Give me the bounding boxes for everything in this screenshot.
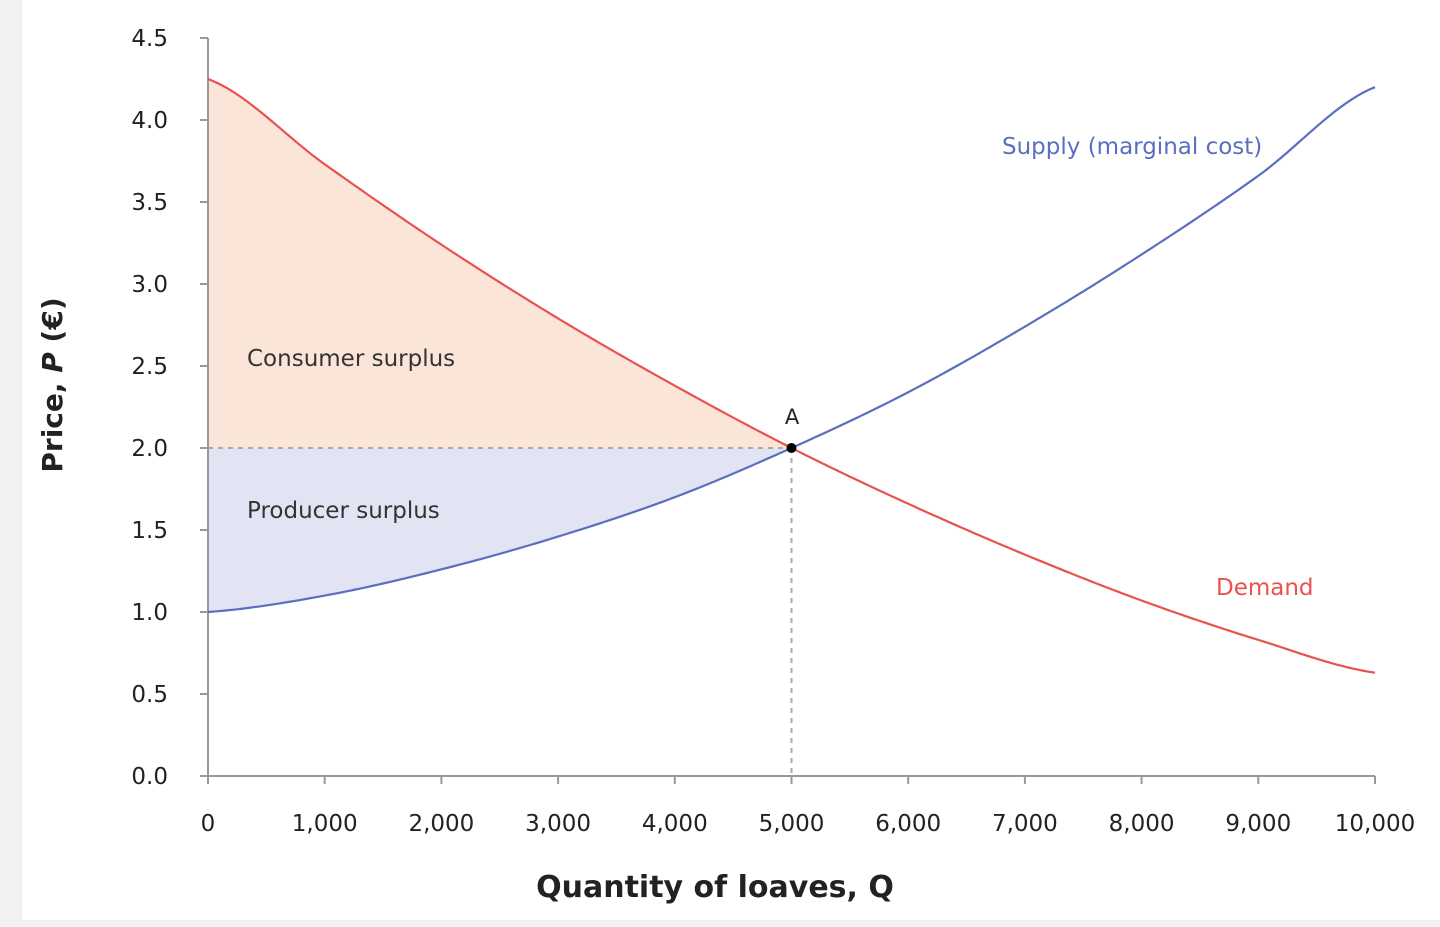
- producer-surplus-label: Producer surplus: [247, 498, 440, 524]
- y-tick-label: 4.5: [131, 26, 168, 52]
- x-tick-label: 0: [201, 811, 216, 837]
- y-tick-label: 2.5: [131, 354, 168, 380]
- x-tick-label: 3,000: [525, 811, 591, 837]
- x-tick-label: 4,000: [642, 811, 708, 837]
- x-tick-label: 5,000: [759, 811, 825, 837]
- demand-label: Demand: [1216, 575, 1314, 601]
- y-axis-title-suffix: (€): [36, 297, 69, 352]
- y-tick-label: 0.5: [131, 682, 168, 708]
- y-tick-label: 3.0: [131, 272, 168, 298]
- x-tick-label: 10,000: [1335, 811, 1415, 837]
- x-tick-label: 8,000: [1109, 811, 1175, 837]
- y-tick-label: 0.0: [131, 764, 168, 790]
- y-tick-label: 2.0: [131, 436, 168, 462]
- x-tick-label: 2,000: [408, 811, 474, 837]
- equilibrium-point: [786, 443, 797, 453]
- y-tick-label: 1.5: [131, 518, 168, 544]
- x-tick-label: 6,000: [875, 811, 941, 837]
- consumer-surplus-area: [208, 79, 792, 448]
- equilibrium-label: A: [785, 405, 800, 429]
- x-tick-label: 1,000: [292, 811, 358, 837]
- supply-label: Supply (marginal cost): [1002, 134, 1262, 160]
- y-axis-title-prefix: Price,: [36, 373, 69, 473]
- producer-surplus-area: [208, 448, 792, 612]
- x-axis-title: Quantity of loaves, Q: [536, 870, 894, 905]
- x-tick-label: 7,000: [992, 811, 1058, 837]
- y-axis-title-var: P: [36, 352, 69, 373]
- y-axis-title: Price, P (€): [36, 297, 69, 472]
- consumer-surplus-label: Consumer surplus: [247, 346, 455, 372]
- y-tick-label: 3.5: [131, 190, 168, 216]
- y-tick-label: 4.0: [131, 108, 168, 134]
- y-tick-label: 1.0: [131, 600, 168, 626]
- x-tick-label: 9,000: [1225, 811, 1291, 837]
